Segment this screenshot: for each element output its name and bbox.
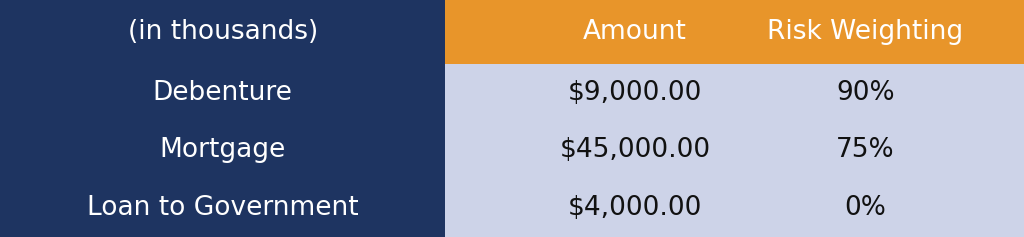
Bar bbox=[445, 122, 1024, 179]
Text: Debenture: Debenture bbox=[153, 80, 293, 106]
Bar bbox=[0, 179, 445, 237]
Bar bbox=[445, 0, 1024, 64]
Text: Loan to Government: Loan to Government bbox=[87, 195, 358, 221]
Text: Risk Weighting: Risk Weighting bbox=[767, 19, 964, 45]
Text: 0%: 0% bbox=[845, 195, 886, 221]
Text: (in thousands): (in thousands) bbox=[128, 19, 317, 45]
Text: 75%: 75% bbox=[836, 137, 895, 164]
Text: Mortgage: Mortgage bbox=[160, 137, 286, 164]
Bar bbox=[0, 0, 445, 64]
Text: Amount: Amount bbox=[583, 19, 687, 45]
Bar bbox=[0, 64, 445, 122]
Text: $45,000.00: $45,000.00 bbox=[559, 137, 711, 164]
Bar bbox=[0, 122, 445, 179]
Bar bbox=[445, 179, 1024, 237]
Text: $4,000.00: $4,000.00 bbox=[567, 195, 702, 221]
Text: 90%: 90% bbox=[836, 80, 895, 106]
Bar bbox=[445, 64, 1024, 122]
Text: $9,000.00: $9,000.00 bbox=[567, 80, 702, 106]
